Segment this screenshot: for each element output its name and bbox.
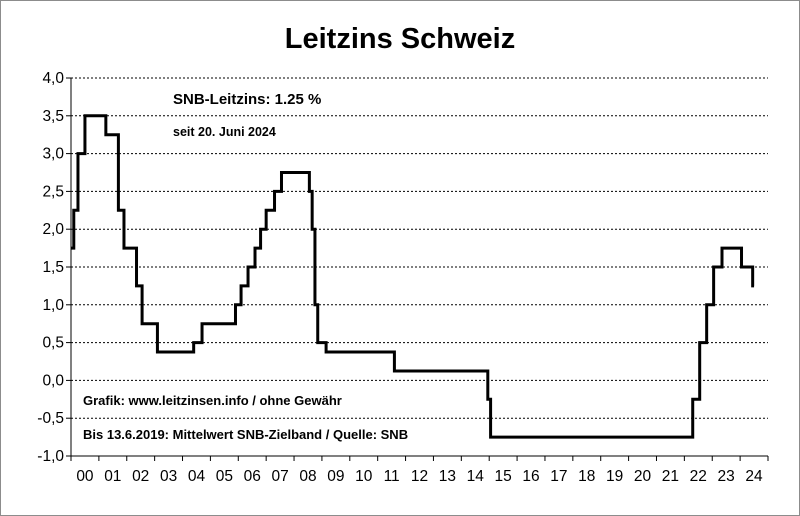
x-tick-label: 06 [244,468,261,485]
x-tick-label: 19 [606,468,623,485]
x-tick-label: 11 [384,468,400,485]
x-tick-label: 07 [271,468,288,485]
x-tick-label: 13 [439,468,456,485]
y-tick-label: 3,5 [42,108,64,125]
tick-labels: -1,0 -0,5 0,0 0,5 1,0 1,5 2,0 2,5 3,0 3,5 4,0 00 01 0… [37,70,763,485]
y-tick-label: 1,5 [42,259,64,276]
x-tick-label: 21 [662,468,679,485]
y-tick-label: 0,0 [42,372,64,389]
y-tick-label: 2,5 [42,183,64,200]
x-tick-label: 18 [578,468,595,485]
x-tick-label: 17 [550,468,567,485]
grid-layer [71,77,768,419]
x-tick-label: 05 [216,468,233,485]
x-tick-label: 15 [495,468,512,485]
x-tick-label: 22 [690,468,707,485]
x-tick-label: 20 [634,468,652,485]
annotation-source-note: Bis 13.6.2019: Mittelwert SNB-Zielband /… [83,427,408,442]
x-tick-label: 23 [718,468,735,485]
series-line [71,114,755,439]
y-tick-label: 1,0 [42,297,64,314]
x-tick-label: 09 [327,468,344,485]
annotation-since: seit 20. Juni 2024 [173,125,276,139]
y-tick-label: -0,5 [37,410,64,427]
x-tick-label: 24 [745,468,763,485]
y-tick-label: 4,0 [42,70,64,87]
x-tick-label: 12 [411,468,428,485]
x-tick-label: 00 [76,468,94,485]
x-tick-label: 08 [299,468,316,485]
y-tick-label: 2,0 [42,221,64,238]
chart-title: Leitzins Schweiz [285,23,515,55]
x-tick-label: 14 [467,468,485,485]
y-tick-label: -1,0 [37,448,64,465]
axes-layer [66,77,769,461]
y-tick-label: 0,5 [42,335,64,352]
y-tick-label: 3,0 [42,146,64,163]
x-tick-label: 03 [160,468,177,485]
annotation-source-credit: Grafik: www.leitzinsen.info / ohne Gewäh… [83,393,342,408]
x-tick-label: 04 [188,468,206,485]
x-tick-label: 02 [132,468,149,485]
x-tick-label: 01 [104,468,121,485]
x-tick-label: 16 [522,468,539,485]
x-tick-label: 10 [355,468,373,485]
annotation-rate: SNB-Leitzins: 1.25 % [173,91,321,108]
